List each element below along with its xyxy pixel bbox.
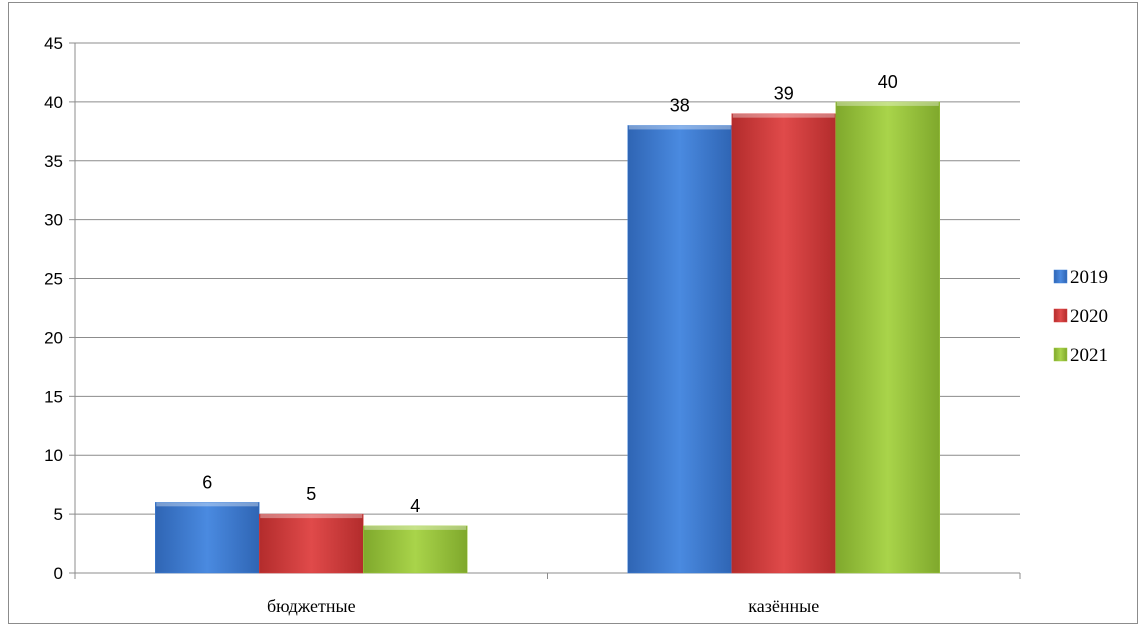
bar-2019-2 <box>627 125 732 574</box>
bar-2021-2 <box>835 101 940 574</box>
bar-2019-1 <box>155 502 260 574</box>
legend: 2019 2020 2021 <box>1053 267 1108 366</box>
category-label: казённые <box>748 596 819 616</box>
data-label: 6 <box>202 472 212 492</box>
bar-highlight <box>156 502 259 507</box>
y-tick-label: 40 <box>44 93 63 112</box>
legend-swatch-2020 <box>1053 308 1068 323</box>
legend-swatch-2019 <box>1053 269 1068 284</box>
legend-label-2020: 2020 <box>1070 306 1108 327</box>
bar-highlight <box>732 113 835 118</box>
y-tick-label: 30 <box>44 211 63 230</box>
data-label: 39 <box>774 84 794 104</box>
bar-2020-2 <box>731 113 836 574</box>
y-tick-label: 20 <box>44 328 63 347</box>
legend-swatch-2021 <box>1053 347 1068 362</box>
bar-chart: 0 5 10 15 20 25 30 35 40 45 6 5 4 бюджетные 38 39 40 казё… <box>44 34 1108 616</box>
bars <box>155 101 940 574</box>
legend-label-2019: 2019 <box>1070 267 1108 288</box>
y-tick-label: 15 <box>44 387 63 406</box>
bar-highlight <box>628 125 731 130</box>
data-label: 5 <box>306 484 316 504</box>
chart-frame: 0 5 10 15 20 25 30 35 40 45 6 5 4 бюджетные 38 39 40 казё… <box>8 2 1138 624</box>
y-tick-label: 10 <box>44 446 63 465</box>
gridlines <box>75 42 1020 515</box>
data-label: 4 <box>410 496 420 516</box>
category-label: бюджетные <box>267 596 356 616</box>
bar-2021-1 <box>363 525 468 574</box>
y-tick-label: 5 <box>54 505 63 524</box>
y-tick-label: 0 <box>54 564 63 583</box>
bar-highlight <box>364 525 467 530</box>
y-tick-label: 35 <box>44 152 63 171</box>
data-label: 40 <box>878 72 898 92</box>
y-tick-label: 25 <box>44 270 63 289</box>
legend-label-2021: 2021 <box>1070 345 1108 366</box>
labels: 0 5 10 15 20 25 30 35 40 45 6 5 4 бюджетные 38 39 40 казё… <box>44 34 898 616</box>
bar-2020-1 <box>259 513 364 574</box>
data-label: 38 <box>670 95 690 115</box>
bar-highlight <box>260 514 363 519</box>
y-tick-label: 45 <box>44 34 63 53</box>
bar-highlight <box>836 101 939 106</box>
